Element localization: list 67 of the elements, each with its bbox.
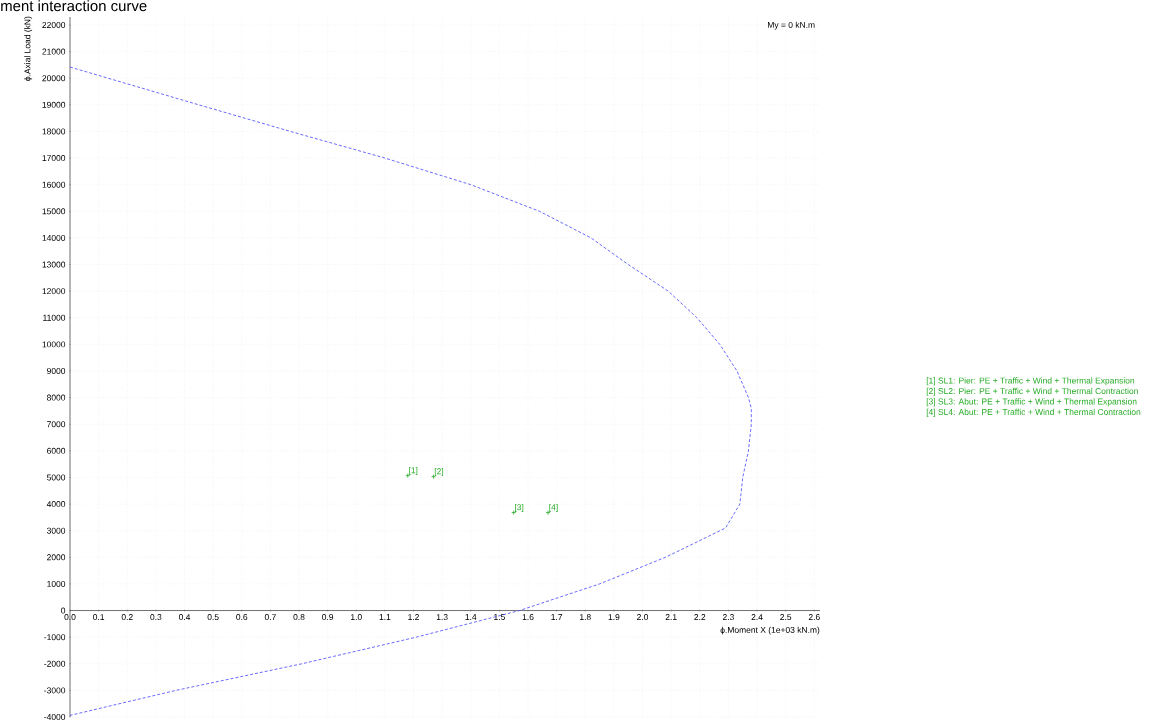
y-tick-label: -2000 — [44, 660, 66, 667]
y-tick-label: 7000 — [47, 421, 66, 428]
x-tick-label: 1.4 — [465, 614, 477, 620]
annotation: [2] — [434, 468, 444, 476]
chart-title: ment interaction curve — [1, 0, 147, 12]
y-tick-label: 9000 — [47, 368, 66, 374]
annotation: [4] — [549, 503, 558, 512]
y-tick-label: 12000 — [42, 288, 66, 295]
y-tick-label: 11000 — [43, 314, 66, 321]
y-tick-label: 5000 — [46, 474, 66, 481]
y-tick-label: -3000 — [44, 687, 66, 694]
y-tick-label: 18000 — [42, 128, 66, 135]
x-tick-label: 1.8 — [580, 614, 591, 621]
x-tick-label: 2.5 — [780, 614, 792, 621]
y-tick-label: -1000 — [44, 634, 66, 641]
x-tick-label: 1.9 — [608, 614, 620, 621]
x-tick-label: 0.0 — [64, 614, 76, 621]
y-tick-label: 14000 — [42, 234, 66, 241]
text: [2] SL2: Pier: PE + Traffic + Wind + Thermal Contraction — [926, 387, 1138, 396]
y-tick-label: 13000 — [42, 261, 66, 268]
x-tick-label: 2.0 — [637, 614, 649, 621]
y-tick-label: 4000 — [46, 501, 66, 508]
x-tick-label: 2.1 — [665, 614, 677, 620]
y-tick-label: 3000 — [46, 527, 66, 534]
y-tick-label: 22000 — [42, 21, 66, 28]
x-tick-label: 0.8 — [293, 614, 305, 621]
x-tick-label: 0.1 — [93, 614, 105, 621]
annotation: [3] — [515, 503, 524, 512]
y-tick-label: 6000 — [47, 447, 66, 454]
y-tick-label: 1000 — [47, 580, 66, 587]
x-tick-label: 0.2 — [121, 614, 133, 621]
y-tick-label: 2000 — [47, 554, 66, 561]
x-tick-label: 1.2 — [408, 614, 419, 620]
y-tick-label: 17000 — [42, 155, 66, 162]
x-tick-label: 0.7 — [264, 614, 276, 621]
x-tick-label: 1.6 — [522, 614, 534, 621]
annotation: My = 0 kN.m — [767, 21, 815, 30]
x-tick-label: 1.0 — [351, 614, 362, 621]
point — [431, 474, 436, 480]
y-tick-label: 16000 — [42, 181, 66, 188]
y-axis-title: ϕ.Axial Load (kN) — [24, 16, 33, 81]
x-tick-label: 0.5 — [207, 614, 219, 621]
x-tick-label: 2.6 — [808, 614, 820, 621]
y-tick-label: 10000 — [42, 341, 66, 348]
x-tick-label: 2.4 — [751, 614, 763, 620]
x-tick-label: 0.6 — [236, 614, 248, 621]
x-tick-label: 1.1 — [379, 614, 391, 620]
y-tick-label: 19000 — [42, 101, 66, 108]
y-tick-label: 21000 — [42, 48, 66, 55]
x-tick-label: 2.2 — [694, 614, 706, 620]
x-tick-label: 0.4 — [178, 614, 191, 621]
text: [4] SL4: Abut: PE + Traffic + Wind + Thermal Contraction — [926, 408, 1141, 417]
y-tick-label: 0 — [61, 607, 66, 614]
x-tick-label: 1.7 — [551, 614, 563, 620]
y-tick-label: 15000 — [42, 208, 66, 215]
y-tick-label: -4000 — [44, 714, 66, 720]
x-tick-label: 1.5 — [494, 614, 505, 620]
text: [1] SL1: Pier: PE + Traffic + Wind + Thermal Expansion — [926, 377, 1135, 386]
x-tick-label: 1.3 — [436, 614, 448, 621]
x-tick-label: 2.3 — [722, 614, 734, 621]
annotation: [1] — [409, 466, 418, 475]
x-tick-label: 0.3 — [150, 614, 162, 621]
x-tick-label: 0.9 — [322, 614, 334, 621]
text: [3] SL3: Abut: PE + Traffic + Wind + Thermal Expansion — [926, 398, 1137, 407]
y-tick-label: 8000 — [47, 394, 66, 401]
x-axis-title: ϕ.Moment X (1e+03 kN.m) — [720, 626, 820, 635]
y-tick-label: 20000 — [42, 75, 66, 82]
